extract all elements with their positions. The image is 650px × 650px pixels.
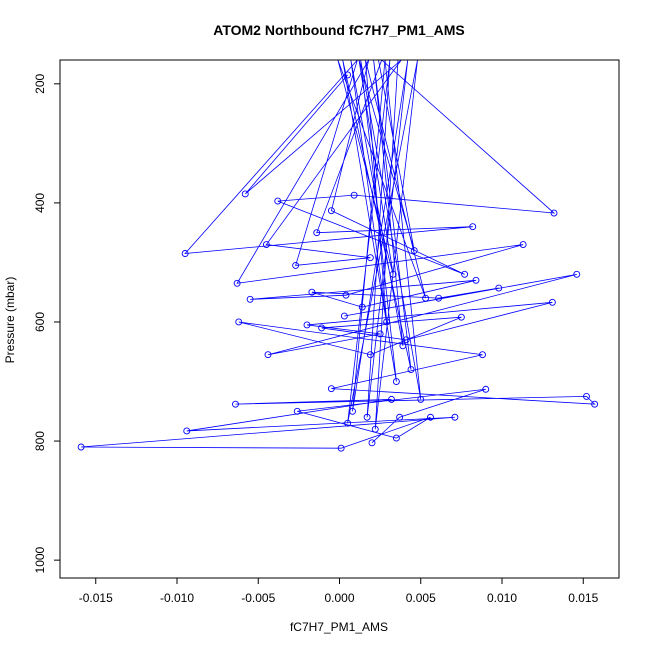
series-line xyxy=(81,60,596,449)
y-tick-label: 200 xyxy=(33,73,47,93)
series-line xyxy=(337,60,427,430)
data-point xyxy=(232,400,239,408)
data-point xyxy=(472,276,480,284)
data-point xyxy=(308,288,316,296)
data-point xyxy=(376,330,384,338)
data-point xyxy=(392,378,400,385)
x-tick-label: -0.005 xyxy=(241,591,275,605)
data-point xyxy=(241,190,249,198)
y-axis-label: Pressure (mbar) xyxy=(3,277,17,364)
data-point xyxy=(402,336,410,344)
data-point xyxy=(342,291,350,299)
data-point xyxy=(550,209,558,217)
x-axis-label: fC7H7_PM1_AMS xyxy=(290,620,388,634)
data-point xyxy=(461,270,469,278)
data-point xyxy=(313,229,321,237)
data-point xyxy=(77,443,85,451)
data-point xyxy=(292,261,300,269)
data-point xyxy=(469,223,477,231)
data-point xyxy=(479,351,486,359)
y-tick-label: 400 xyxy=(33,193,47,213)
data-point xyxy=(349,407,356,415)
data-point xyxy=(422,294,430,302)
x-tick-label: -0.010 xyxy=(160,591,194,605)
data-point xyxy=(181,250,189,257)
data-point xyxy=(573,270,581,278)
plot-frame xyxy=(59,59,620,579)
data-point xyxy=(417,395,425,403)
data-point xyxy=(548,298,556,306)
data-point xyxy=(519,241,527,249)
data-point xyxy=(495,284,503,292)
data-point xyxy=(293,407,301,415)
x-tick-label: 0.000 xyxy=(324,591,354,605)
x-tick-label: -0.015 xyxy=(79,591,113,605)
data-point xyxy=(264,351,272,359)
data-point xyxy=(435,294,443,302)
data-point xyxy=(427,413,434,421)
data-point xyxy=(389,270,397,278)
data-point xyxy=(366,254,374,262)
data-point xyxy=(591,400,599,408)
data-point xyxy=(183,427,191,435)
data-point xyxy=(235,318,243,326)
data-point xyxy=(363,413,371,421)
data-point xyxy=(262,241,270,249)
y-tick-label: 800 xyxy=(33,431,47,451)
data-point xyxy=(233,279,241,287)
data-point xyxy=(327,207,335,215)
data-point xyxy=(327,385,335,393)
data-point xyxy=(318,324,326,332)
data-point xyxy=(344,419,352,427)
data-point xyxy=(388,395,395,403)
x-tick-label: 0.015 xyxy=(568,591,598,605)
x-tick-label: 0.005 xyxy=(406,591,436,605)
data-point xyxy=(451,413,459,421)
data-point xyxy=(344,71,352,79)
data-point xyxy=(337,444,345,452)
data-point xyxy=(407,366,415,374)
y-tick-label: 600 xyxy=(33,312,47,332)
x-tick-label: 0.010 xyxy=(487,591,517,605)
data-point xyxy=(371,425,379,433)
y-axis: 200 400 600 800 1000 xyxy=(33,73,60,573)
x-axis: -0.015 -0.010 -0.005 0.000 0.005 0.010 0.015 xyxy=(79,578,599,605)
data-point xyxy=(583,392,590,400)
data-point xyxy=(246,295,254,303)
data-point xyxy=(396,413,404,421)
y-tick-label: 1000 xyxy=(33,546,47,573)
data-point xyxy=(482,385,490,393)
data-point xyxy=(366,351,374,359)
data-point xyxy=(392,434,400,442)
data-point xyxy=(410,247,418,254)
data-point xyxy=(399,342,407,350)
data-point xyxy=(457,313,465,321)
data-point xyxy=(274,197,282,205)
data-point xyxy=(340,312,348,320)
chart-title: ATOM2 Northbound fC7H7_PM1_AMS xyxy=(213,22,465,38)
data-point xyxy=(350,191,358,199)
data-point xyxy=(383,318,391,326)
data-point xyxy=(368,439,376,447)
data-point xyxy=(303,321,311,329)
plot-area xyxy=(77,60,599,452)
